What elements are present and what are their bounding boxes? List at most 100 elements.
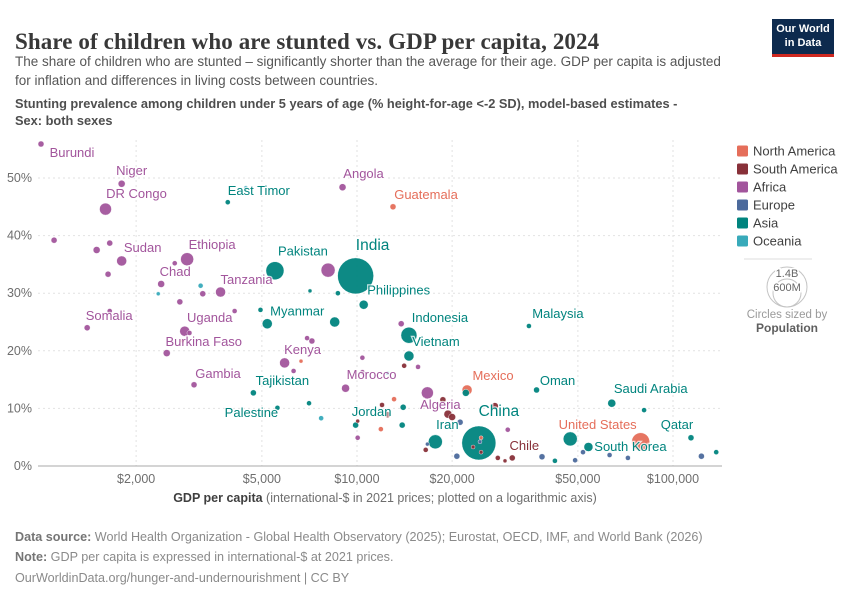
data-point-dr-congo[interactable] [99,202,112,216]
data-point-south-america[interactable] [379,402,385,408]
data-point-africa[interactable] [398,320,405,327]
data-point-south-america[interactable] [478,449,484,455]
data-point-chile[interactable] [509,454,516,462]
data-point-tajikistan[interactable] [250,389,257,397]
data-point-africa[interactable] [415,364,421,370]
data-point-south-america[interactable] [384,411,391,418]
data-point-asia[interactable] [552,458,558,464]
legend-item-eu[interactable]: Europe [753,198,795,213]
data-point-chad[interactable] [157,280,165,288]
data-point-europe[interactable] [477,439,483,445]
data-point-niger[interactable] [117,180,126,188]
data-point-africa[interactable] [50,237,58,244]
data-point-europe[interactable] [580,449,586,455]
data-point-palestine[interactable] [274,405,281,411]
data-point-jordan[interactable] [352,421,359,429]
data-point-gambia[interactable] [190,381,198,388]
data-point-asia[interactable] [641,407,647,413]
data-point-algeria[interactable] [421,386,434,400]
data-point-ethiopia[interactable] [180,252,194,266]
data-point-south-america[interactable] [355,418,360,424]
data-point-africa[interactable] [107,308,113,314]
data-point-africa[interactable] [176,298,184,306]
data-point-asia[interactable] [399,404,407,411]
data-point-saudi-arabia[interactable] [607,399,616,408]
data-point-africa[interactable] [104,270,112,278]
data-point-europe[interactable] [625,455,631,461]
data-point-south-america[interactable] [470,444,476,450]
data-point-europe[interactable] [538,453,546,460]
data-point-europe[interactable] [453,453,461,460]
data-point-south-america[interactable] [502,458,508,464]
data-point-africa[interactable] [186,330,193,336]
data-point-oceania[interactable] [156,291,161,296]
data-point-asia[interactable] [335,290,341,296]
data-point-africa[interactable] [359,355,366,361]
data-point-asia[interactable] [306,400,312,406]
data-point-south-america[interactable] [423,447,429,453]
data-point-africa[interactable] [354,435,361,441]
data-point-africa[interactable] [308,337,316,345]
data-point-iran[interactable] [428,434,443,450]
data-point-europe[interactable] [456,419,464,426]
legend-item-as[interactable]: Asia [753,216,779,231]
data-point-africa[interactable] [320,262,336,278]
data-point-kenya[interactable] [279,357,290,369]
legend-item-sa[interactable]: South America [753,162,838,177]
data-point-oceania[interactable] [243,185,249,190]
url-line[interactable]: OurWorldinData.org/hunger-and-undernouri… [15,568,835,588]
data-point-pakistan[interactable] [265,261,285,280]
data-point-oman[interactable] [533,386,540,394]
data-point-asia[interactable] [563,431,578,447]
data-point-south-america[interactable] [495,455,501,461]
data-point-south-america[interactable] [401,363,407,369]
owid-logo[interactable]: Our World in Data [772,19,834,57]
data-point-north-america[interactable] [180,338,185,344]
data-point-qatar[interactable] [687,434,695,441]
data-point-europe[interactable] [425,441,430,447]
data-point-africa[interactable] [290,368,297,374]
data-point-burkina-faso[interactable] [163,349,171,357]
data-point-india[interactable] [337,257,374,295]
data-point-africa[interactable] [199,290,206,297]
legend-item-na[interactable]: North America [753,144,836,159]
data-point-asia[interactable] [713,449,719,455]
data-point-europe[interactable] [698,453,705,460]
data-point-europe[interactable] [572,457,578,463]
scatter-plot[interactable]: $2,000 $5,000 $10,000 $20,000 $50,000 $100,00… [0,130,850,515]
data-point-oceania[interactable] [197,283,204,289]
data-point-malaysia[interactable] [526,323,532,329]
data-point-asia[interactable] [398,421,406,429]
url-text[interactable]: OurWorldinData.org/hunger-and-undernouri… [15,570,350,585]
data-point-europe[interactable] [606,452,613,458]
data-point-africa[interactable] [106,239,113,247]
data-point-africa[interactable] [172,260,178,266]
data-point-africa[interactable] [359,369,366,375]
data-point-asia[interactable] [329,316,340,328]
data-point-asia[interactable] [257,307,264,313]
data-point-south-america[interactable] [491,402,499,410]
data-point-oceania[interactable] [318,415,324,421]
data-point-sudan[interactable] [116,255,127,267]
legend-item-oc[interactable]: Oceania [753,234,802,249]
data-point-morocco[interactable] [341,384,350,393]
data-point-somalia[interactable] [83,324,91,331]
data-point-north-america[interactable] [378,426,384,432]
data-point-philippines[interactable] [358,300,369,310]
data-point-africa[interactable] [505,427,511,433]
data-point-north-america[interactable] [298,358,304,364]
data-point-south-america[interactable] [439,396,447,403]
data-point-asia[interactable] [462,389,470,397]
data-point-south-america[interactable] [448,413,456,421]
data-point-vietnam[interactable] [403,350,415,362]
data-point-oceania[interactable] [385,371,390,376]
data-point-myanmar[interactable] [262,318,273,329]
data-point-north-america[interactable] [391,396,397,402]
data-point-tanzania[interactable] [215,286,226,298]
data-point-guatemala[interactable] [389,203,397,211]
data-point-africa[interactable] [92,246,101,254]
data-point-south-korea[interactable] [583,442,594,452]
data-point-east-timor[interactable] [225,199,231,205]
legend-item-af[interactable]: Africa [753,180,787,195]
data-point-angola[interactable] [338,183,347,191]
